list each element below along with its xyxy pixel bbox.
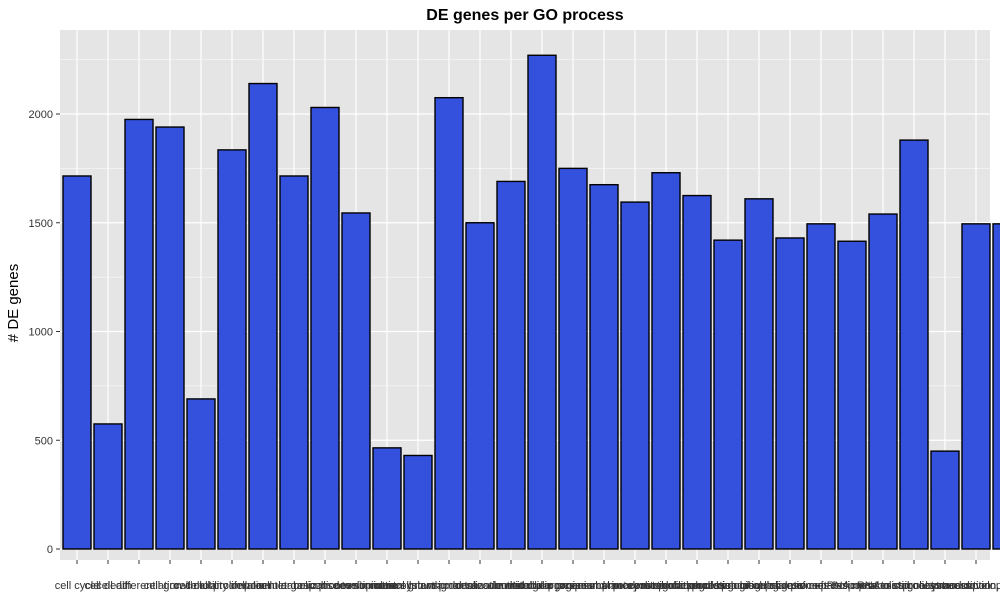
y-axis-ticks: 0 500 1000 1500 2000 — [29, 109, 60, 556]
y-tick-label: 500 — [35, 435, 53, 447]
bar — [403, 454, 433, 550]
x-tick-label: cell cycle — [55, 580, 100, 592]
x-tick-label: regulation of metabolic process — [745, 580, 898, 592]
bar — [775, 237, 805, 550]
bars — [62, 54, 1000, 550]
x-tick-label: cell proliferation — [193, 580, 270, 592]
y-tick-label: 1000 — [29, 327, 53, 339]
bar — [465, 222, 495, 550]
x-tick-label: cell growth — [144, 580, 197, 592]
bar — [806, 223, 836, 550]
x-tick-label: regulation of RNA metabolic process — [763, 580, 941, 592]
bar — [341, 212, 371, 550]
x-tick-label: metabolic process — [498, 580, 587, 592]
x-tick-label: cellular response to stimulus — [256, 580, 395, 592]
x-tick-label: intracellular signal transduction — [373, 580, 524, 592]
x-tick-label: RNA metabolic process — [857, 580, 972, 592]
bar — [930, 450, 960, 550]
bar — [310, 106, 340, 550]
x-tick-label: cell death — [84, 580, 131, 592]
bar — [93, 423, 123, 550]
bar — [899, 139, 929, 550]
bar — [713, 239, 743, 550]
bar — [837, 240, 867, 550]
x-tick-label: cellular metabolic process — [231, 580, 358, 592]
x-tick-label: system development — [926, 580, 1000, 592]
bar — [992, 223, 1000, 550]
bar — [961, 223, 991, 550]
bar — [744, 198, 774, 550]
y-tick-label: 1500 — [29, 218, 53, 230]
x-tick-label: regulation of biological process — [652, 580, 804, 592]
bar — [651, 172, 681, 550]
bar — [62, 175, 92, 550]
bar — [496, 180, 526, 550]
y-tick-label: 2000 — [29, 109, 53, 121]
bar — [558, 167, 588, 550]
x-tick-label: organic substance metabolic process — [545, 580, 726, 592]
bar — [589, 183, 619, 550]
x-tick-label: immune system process — [359, 580, 478, 592]
bar — [620, 201, 650, 550]
x-tick-label: response to stimulus — [833, 580, 934, 592]
y-tick-label: 0 — [47, 544, 53, 556]
bar — [434, 96, 464, 550]
bar — [868, 213, 898, 550]
x-tick-label: macromolecule metabolic process — [428, 580, 595, 592]
x-tick-label: regulation of cellular process — [689, 580, 830, 592]
x-tick-label: developmental growth — [333, 580, 441, 592]
x-tick-label: cellular component organization — [185, 580, 340, 592]
x-tick-label: multicellular organismal process — [495, 580, 652, 592]
x-tick-label: cell motility — [174, 580, 228, 592]
y-axis-label: # DE genes — [5, 264, 22, 342]
bar — [217, 149, 247, 550]
x-tick-label: signal transduction — [899, 580, 991, 592]
x-tick-label: transcription, DNA-templated — [936, 580, 1000, 592]
bar — [248, 82, 278, 550]
bar — [124, 118, 154, 550]
chart-title: DE genes per GO process — [426, 7, 624, 24]
x-tick-label: cell differentiation — [96, 580, 181, 592]
x-tick-label: cell communication — [309, 580, 403, 592]
x-tick-label: localization — [453, 580, 507, 592]
x-tick-label: primary metabolic process — [602, 580, 731, 592]
x-tick-label: regulation of gene expression — [718, 580, 862, 592]
bar — [372, 447, 402, 550]
bar — [527, 54, 557, 550]
x-tick-label: nitrogen compound metabolic process — [511, 580, 697, 592]
bar — [186, 398, 216, 550]
bar — [155, 126, 185, 550]
bar — [682, 194, 712, 550]
bar — [279, 175, 309, 550]
x-tick-label: protein metabolic process — [634, 580, 760, 592]
